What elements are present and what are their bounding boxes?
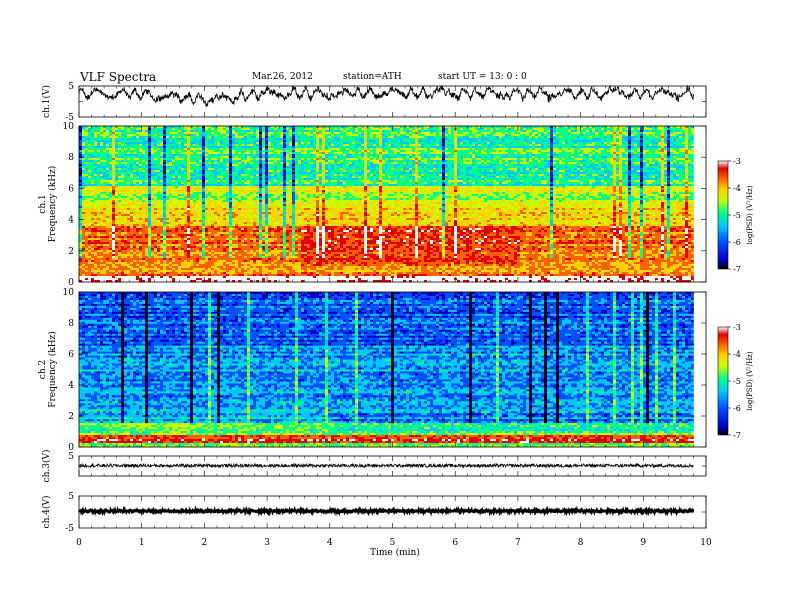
colorbar-ch1: -3 -4 -5 -6 -7 log(PSD) (V²/Hz) [718,157,754,274]
colorbar-label: log(PSD) (V²/Hz) [746,351,754,410]
x-tick-label: 9 [640,538,646,548]
x-tick-label: 3 [264,538,270,548]
colorbar-tick-label: -4 [733,350,741,359]
colorbar-tick-label: -5 [733,211,741,220]
colorbar-ch2: -3 -4 -5 -6 -7 log(PSD) (V²/Hz) [718,323,754,440]
y-tick-label: 4 [68,216,74,226]
ch1-waveform-panel: 5-5ch.1(V) [41,82,706,123]
ch3-waveform-panel: 5 ch.3(V) [41,450,706,483]
y-tick-label: 10 [63,122,75,132]
colorbar-gradient [718,161,728,269]
x-tick-label: 10 [700,538,712,548]
x-tick-label: 8 [578,538,584,548]
y-tick-label: 8 [68,153,74,163]
ch4-waveform-panel: 5 -5 ch.4(V) [41,492,706,534]
y-tick-label: 10 [63,288,75,298]
x-axis-label: Time (min) [370,548,420,558]
colorbar-tick-label: -6 [733,404,741,413]
ch1-spectrogram-panel: 0 2 4 6 8 10 ch.1 Frequency (kHz) [38,122,706,288]
vlf-figure: 5-5ch.1(V) 0246810ch.1 Frequency (kHz) 02… [0,0,792,612]
colorbar-tick-label: -7 [733,431,741,440]
x-tick-label: 7 [515,538,521,548]
channel-label: ch.2 [38,360,48,379]
colorbar-tick-label: -6 [733,238,741,247]
ch1-trace [79,86,694,107]
colorbar-label: log(PSD) (V²/Hz) [746,185,754,244]
y-tick-label: 5 [68,452,74,462]
y-tick-label: 2 [68,247,74,257]
x-tick-label: 4 [327,538,333,548]
y-tick-label: 6 [68,350,74,360]
frequency-axis-label: Frequency (kHz) [47,166,58,243]
y-tick-label: 2 [68,412,74,422]
channel-label: ch.1 [38,194,48,213]
x-tick-label: 0 [76,538,82,548]
y-tick-label: -5 [65,524,74,534]
colorbar-tick-label: -5 [733,377,741,386]
y-tick-label: 0 [68,278,74,288]
colorbar-tick-label: -4 [733,184,741,193]
y-axis-label: ch.3(V) [41,450,52,483]
spectrogram-cells [79,126,694,282]
ch3-trace [79,464,694,467]
x-tick-label: 2 [202,538,208,548]
y-tick-label: 4 [68,381,74,391]
colorbar-tick-label: -3 [733,323,741,332]
y-axis-label: ch.1(V) [41,85,52,118]
spectrogram-cells [79,292,694,447]
colorbar-gradient [718,327,728,435]
y-axis-label: ch.4(V) [41,496,52,529]
x-tick-label: 1 [139,538,145,548]
y-tick-label: 5 [68,492,74,502]
colorbar-tick-label: -7 [733,265,741,274]
time-axis: 0 1 2 3 4 5 6 7 8 9 10 [76,538,712,548]
y-tick-label: 6 [68,184,74,194]
colorbar-tick-label: -3 [733,157,741,166]
frequency-axis-label: Frequency (kHz) [47,331,58,408]
x-tick-label: 6 [452,538,458,548]
y-tick-label: 5 [68,82,74,92]
y-tick-label: 8 [68,319,74,329]
x-tick-label: 5 [390,538,396,548]
